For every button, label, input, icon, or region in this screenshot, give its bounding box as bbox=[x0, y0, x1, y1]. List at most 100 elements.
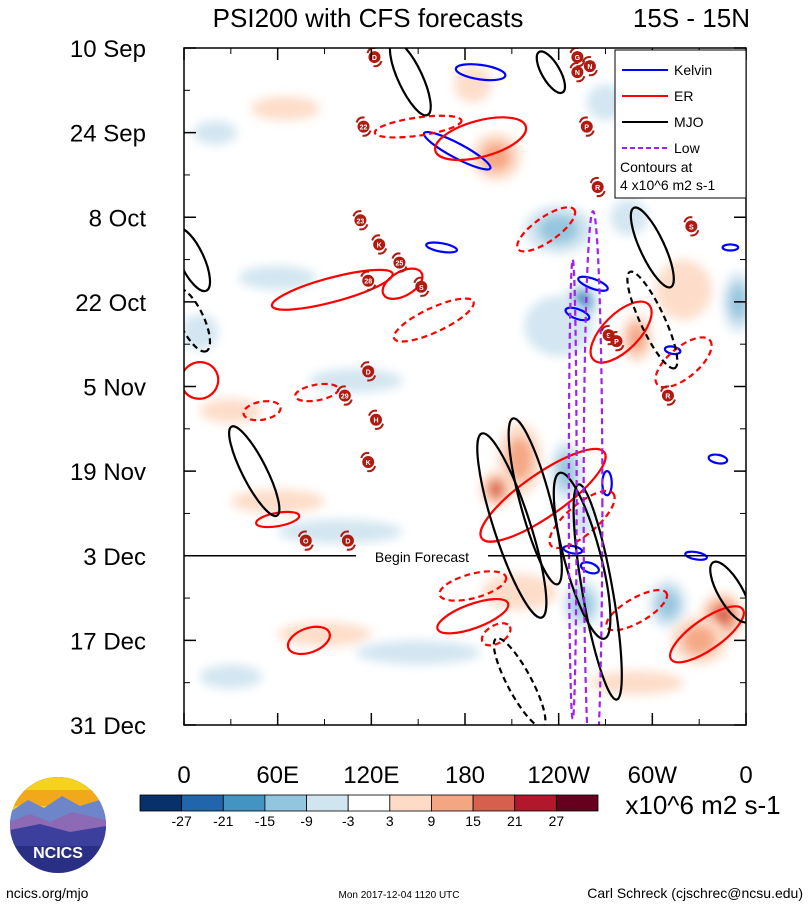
y-tick-label: 10 Sep bbox=[70, 36, 146, 63]
storm-label: D bbox=[345, 539, 350, 546]
colorbar-tick-label: 9 bbox=[428, 813, 436, 829]
legend-note-line2: 4 x10^6 m2 s-1 bbox=[620, 177, 715, 193]
contour-er bbox=[270, 268, 394, 311]
colorbar-tick-label: -3 bbox=[342, 813, 355, 829]
storm-icon bbox=[583, 60, 596, 73]
storm-icon bbox=[341, 534, 354, 547]
storm-label: S bbox=[419, 285, 424, 292]
contour-er bbox=[654, 336, 713, 389]
contour-kelvin bbox=[564, 306, 591, 322]
storm-swirl-icon bbox=[659, 385, 676, 406]
contour-kelvin bbox=[562, 544, 584, 555]
colorbar-swatch bbox=[431, 794, 474, 812]
contour-mjo bbox=[535, 50, 567, 95]
begin-forecast-label-bg bbox=[356, 546, 488, 565]
contour-mjo bbox=[552, 471, 612, 640]
storm-label: K bbox=[377, 242, 382, 249]
contour-er bbox=[589, 300, 653, 364]
anomaly-blob bbox=[238, 265, 317, 290]
storm-swirl-icon bbox=[569, 48, 586, 68]
contour-kelvin bbox=[425, 241, 459, 254]
anomaly-blob bbox=[610, 199, 648, 236]
storm-markers: DGNN22PRR23K2528SSSPD29HKODR bbox=[297, 48, 700, 551]
colorbar: -27 -21 -15 -9 -3 3 9 15 21 27 bbox=[139, 794, 599, 829]
storm-label: N bbox=[575, 70, 580, 77]
storm-swirl-icon bbox=[355, 116, 372, 137]
y-axis: 10 Sep 24 Sep 8 Oct 22 Oct 5 Nov 19 Nov 3 Dec 1… bbox=[70, 36, 746, 740]
colorbar-tick-label: 27 bbox=[549, 813, 565, 829]
storm-swirl-icon bbox=[391, 252, 408, 273]
contour-mjo bbox=[572, 483, 623, 701]
storm-label: O bbox=[303, 539, 309, 546]
storm-label: 25 bbox=[396, 261, 404, 268]
storm-swirl-icon bbox=[339, 530, 356, 551]
colorbar-tick-label: 3 bbox=[386, 813, 394, 829]
storm-icon bbox=[373, 238, 386, 251]
anomaly-blob bbox=[308, 368, 403, 393]
storm-swirl-icon bbox=[368, 409, 384, 430]
storm-marker: 28 bbox=[360, 270, 377, 291]
colorbar-swatch bbox=[472, 794, 516, 812]
storm-label: K bbox=[366, 460, 371, 467]
anomaly-level bbox=[277, 622, 372, 647]
storm-marker: K bbox=[371, 234, 388, 255]
x-tick-label: 60W bbox=[628, 762, 678, 789]
anomaly-blob bbox=[193, 120, 238, 145]
storm-label: D bbox=[372, 55, 377, 62]
anomaly-level bbox=[251, 96, 320, 121]
chart-region-label: 15S - 15N bbox=[633, 3, 750, 33]
storm-icon bbox=[685, 220, 698, 233]
storm-icon bbox=[591, 181, 604, 194]
contour-er bbox=[480, 622, 512, 647]
storm-icon bbox=[580, 120, 593, 133]
contour-kelvin bbox=[454, 63, 507, 82]
footer-url: ncics.org/mjo bbox=[6, 885, 89, 901]
anomaly-blob bbox=[524, 295, 594, 357]
contour-er bbox=[373, 114, 463, 139]
contour-er bbox=[516, 206, 577, 253]
storm-label: H bbox=[373, 418, 378, 425]
storm-label: 23 bbox=[357, 218, 365, 225]
storm-marker: 23 bbox=[352, 210, 369, 231]
storm-marker: R bbox=[589, 176, 606, 198]
wave-contours bbox=[184, 48, 746, 725]
contour-kelvin bbox=[577, 275, 609, 292]
storm-marker: 22 bbox=[355, 116, 372, 137]
logo-landscape-icon bbox=[10, 777, 106, 846]
legend-label: ER bbox=[674, 88, 693, 104]
storm-swirl-icon bbox=[352, 210, 369, 231]
colorbar-swatch bbox=[555, 794, 599, 812]
storm-marker: G bbox=[569, 48, 586, 68]
legend-label: Kelvin bbox=[674, 62, 712, 78]
anomaly-level bbox=[277, 519, 403, 544]
colorbar-swatch bbox=[306, 794, 349, 812]
storm-icon bbox=[571, 66, 584, 79]
storm-label: P bbox=[584, 125, 589, 132]
storm-icon bbox=[370, 413, 383, 426]
x-tick-label: 180 bbox=[445, 762, 485, 789]
contour-mjo bbox=[492, 637, 547, 725]
contour-er bbox=[434, 116, 528, 162]
storm-label: R bbox=[595, 185, 600, 192]
anomaly-blob bbox=[277, 519, 403, 544]
storm-label: 22 bbox=[360, 125, 368, 132]
storm-swirl-icon bbox=[297, 530, 314, 551]
anomaly-level bbox=[308, 368, 403, 393]
colorbar-tick-label: 15 bbox=[465, 813, 481, 829]
storm-marker: N bbox=[581, 55, 598, 77]
anomaly-level bbox=[610, 199, 648, 236]
x-tick-label: 0 bbox=[739, 762, 752, 789]
storm-swirl-icon bbox=[360, 451, 377, 473]
y-tick-label: 3 Dec bbox=[83, 544, 146, 571]
legend: Kelvin ER MJO Low Contours at 4 x10^6 m2 s-1 bbox=[614, 49, 747, 199]
contour-mjo bbox=[476, 432, 548, 619]
colorbar-swatch bbox=[347, 794, 391, 812]
storm-marker: K bbox=[360, 451, 377, 473]
contour-mjo bbox=[626, 270, 679, 370]
storm-marker: S bbox=[683, 216, 700, 237]
anomaly-level bbox=[524, 295, 594, 357]
colorbar-tick-label: -15 bbox=[255, 813, 275, 829]
storm-label: S bbox=[689, 224, 694, 231]
legend-label: MJO bbox=[674, 114, 704, 130]
